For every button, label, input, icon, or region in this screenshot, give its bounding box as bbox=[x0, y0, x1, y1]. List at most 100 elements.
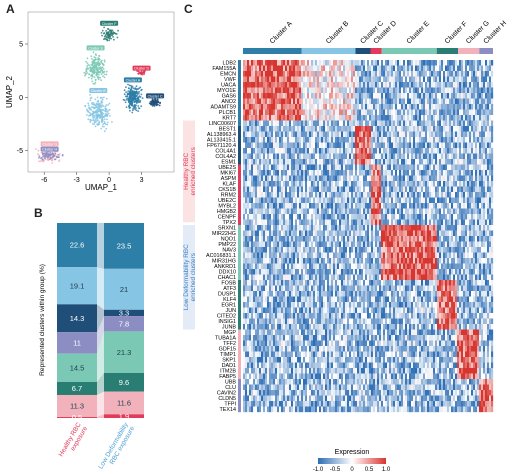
heatmap-cell bbox=[285, 137, 288, 143]
heatmap-cell bbox=[413, 219, 416, 226]
heatmap-cell bbox=[269, 203, 272, 209]
heatmap-cell bbox=[411, 98, 414, 105]
heatmap-cell bbox=[441, 71, 444, 77]
heatmap-cell bbox=[399, 82, 402, 88]
heatmap-cell bbox=[339, 120, 342, 127]
heatmap-cell bbox=[289, 131, 292, 138]
heatmap-cell bbox=[357, 208, 360, 215]
heatmap-cell bbox=[451, 214, 454, 220]
heatmap-cell bbox=[245, 115, 248, 121]
heatmap-cell bbox=[425, 115, 428, 121]
heatmap-cell bbox=[317, 208, 320, 215]
heatmap-cell bbox=[399, 76, 402, 83]
heatmap-cell bbox=[269, 164, 272, 171]
heatmap-cell bbox=[475, 87, 478, 94]
heatmap-cell bbox=[347, 181, 350, 187]
heatmap-cell bbox=[377, 181, 380, 187]
heatmap-cell bbox=[483, 115, 486, 121]
heatmap-cell bbox=[251, 192, 254, 198]
heatmap-cell bbox=[459, 148, 462, 154]
heatmap-cell bbox=[309, 203, 312, 209]
heatmap-cell bbox=[289, 159, 292, 165]
heatmap-cell bbox=[295, 65, 298, 72]
heatmap-cell bbox=[393, 126, 396, 132]
heatmap-cell bbox=[423, 170, 426, 176]
heatmap-cell bbox=[247, 175, 250, 182]
heatmap-cell bbox=[479, 115, 482, 121]
heatmap-cell bbox=[303, 82, 306, 88]
umap-point bbox=[116, 36, 119, 39]
heatmap-cell bbox=[473, 164, 476, 171]
heatmap-cell bbox=[379, 60, 382, 66]
heatmap-cell bbox=[423, 115, 426, 121]
heatmap-cell bbox=[409, 126, 412, 132]
heatmap-cell bbox=[251, 170, 254, 176]
heatmap-cell bbox=[281, 115, 284, 121]
heatmap-cell bbox=[359, 164, 362, 171]
umap-point bbox=[91, 123, 94, 125]
heatmap-cell bbox=[369, 142, 372, 149]
heatmap-cell bbox=[447, 82, 450, 88]
heatmap-cell bbox=[491, 181, 494, 187]
heatmap-cell bbox=[461, 65, 464, 72]
umap-point bbox=[96, 119, 99, 122]
heatmap-cell bbox=[399, 175, 402, 182]
heatmap-cell bbox=[339, 82, 342, 88]
heatmap-cell bbox=[339, 65, 342, 72]
heatmap-cell bbox=[461, 120, 464, 127]
heatmap-cell bbox=[269, 131, 272, 138]
heatmap-cell bbox=[445, 98, 448, 105]
heatmap-cell bbox=[411, 170, 414, 176]
row-annotation-segment bbox=[238, 93, 241, 99]
umap-point bbox=[90, 74, 92, 77]
heatmap-cell bbox=[365, 60, 368, 66]
heatmap-cell bbox=[321, 120, 324, 127]
heatmap-cell bbox=[413, 104, 416, 110]
heatmap-cell bbox=[381, 109, 384, 116]
heatmap-cell bbox=[405, 225, 408, 231]
heatmap-cell bbox=[355, 60, 358, 66]
heatmap-cell bbox=[343, 225, 346, 231]
heatmap-cell bbox=[437, 82, 440, 88]
heatmap-cell bbox=[365, 93, 368, 99]
heatmap-cell bbox=[333, 219, 336, 226]
heatmap-cell bbox=[309, 104, 312, 110]
heatmap-cell bbox=[473, 115, 476, 121]
heatmap-cell bbox=[279, 126, 282, 132]
heatmap-cell bbox=[365, 186, 368, 193]
heatmap-cell bbox=[291, 137, 294, 143]
heatmap-cell bbox=[429, 87, 432, 94]
heatmap-cell bbox=[321, 170, 324, 176]
heatmap-cell bbox=[275, 104, 278, 110]
heatmap-cell bbox=[359, 153, 362, 160]
row-annotation-segment bbox=[238, 148, 241, 154]
heatmap-cell bbox=[371, 60, 374, 66]
umap-cluster-tag-label: Cluster F bbox=[102, 22, 117, 26]
heatmap-cell bbox=[267, 192, 270, 198]
bar-value-label: 21 bbox=[120, 285, 128, 294]
heatmap-cell bbox=[385, 87, 388, 94]
heatmap-cell bbox=[295, 142, 298, 149]
heatmap-cell bbox=[247, 203, 250, 209]
heatmap-cell bbox=[271, 175, 274, 182]
umap-point bbox=[85, 60, 87, 63]
heatmap-cell bbox=[277, 109, 280, 116]
umap-point bbox=[113, 32, 116, 35]
heatmap-cell bbox=[345, 65, 348, 72]
heatmap-cell bbox=[265, 60, 268, 66]
heatmap-cell bbox=[445, 148, 448, 154]
heatmap-cell bbox=[331, 137, 334, 143]
heatmap-cell bbox=[263, 137, 266, 143]
heatmap-cell bbox=[269, 142, 272, 149]
heatmap-cell bbox=[271, 159, 274, 165]
heatmap-cell bbox=[279, 142, 282, 149]
umap-point bbox=[88, 111, 91, 114]
heatmap-cell bbox=[363, 214, 366, 220]
heatmap-cell bbox=[381, 137, 384, 143]
heatmap-cell bbox=[401, 65, 404, 72]
heatmap-cell bbox=[483, 71, 486, 77]
heatmap-cell bbox=[479, 82, 482, 88]
heatmap-cell bbox=[327, 219, 330, 226]
heatmap-cell bbox=[435, 93, 438, 99]
heatmap-cell bbox=[465, 219, 468, 226]
